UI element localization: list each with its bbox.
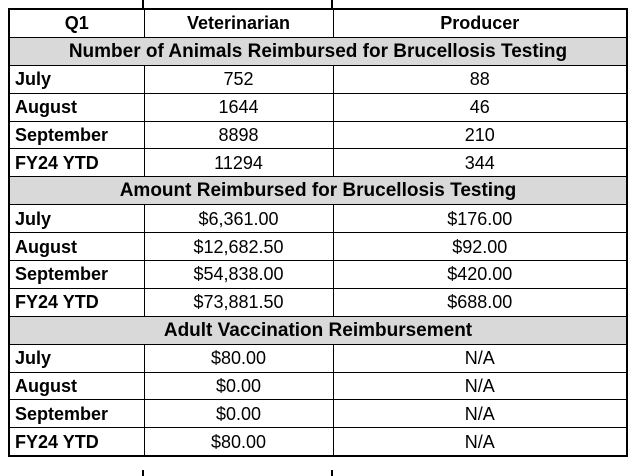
veterinarian-value: $80.00 [143,343,334,373]
column-header-q1: Q1 [8,8,145,38]
row-label: August [8,232,145,262]
table-row: September 8898 210 [8,120,628,150]
row-label: FY24 YTD [8,287,145,317]
section-title: Number of Animals Reimbursed for Brucell… [8,36,628,66]
table-row: July 752 88 [8,64,628,94]
producer-value: 344 [332,148,628,178]
column-gridline-stub [331,470,333,476]
producer-value: N/A [332,343,628,373]
row-label: July [8,204,145,234]
veterinarian-value: 11294 [143,148,334,178]
row-label: September [8,399,145,429]
table-row: FY24 YTD $73,881.50 $688.00 [8,287,628,317]
veterinarian-value: 752 [143,64,334,94]
column-header-veterinarian: Veterinarian [143,8,334,38]
column-header-producer: Producer [332,8,628,38]
table-row: August $12,682.50 $92.00 [8,232,628,262]
table-header-row: Q1 Veterinarian Producer [8,8,628,38]
row-label: September [8,120,145,150]
row-label: August [8,92,145,122]
column-gridline-stub [331,0,333,9]
section-header-vaccination: Adult Vaccination Reimbursement [8,315,628,345]
producer-value: $92.00 [332,232,628,262]
producer-value: N/A [332,399,628,429]
section-header-amount: Amount Reimbursed for Brucellosis Testin… [8,176,628,206]
producer-value: N/A [332,371,628,401]
producer-value: N/A [332,427,628,457]
column-gridline-stub [142,0,144,9]
table-row: August 1644 46 [8,92,628,122]
section-title: Adult Vaccination Reimbursement [8,315,628,345]
section-header-animals: Number of Animals Reimbursed for Brucell… [8,36,628,66]
producer-value: 46 [332,92,628,122]
row-label: July [8,343,145,373]
producer-value: $420.00 [332,260,628,289]
veterinarian-value: $0.00 [143,371,334,401]
veterinarian-value: 8898 [143,120,334,150]
section-title: Amount Reimbursed for Brucellosis Testin… [8,176,628,206]
veterinarian-value: $6,361.00 [143,204,334,234]
table-row: July $80.00 N/A [8,343,628,373]
table-row: September $0.00 N/A [8,399,628,429]
producer-value: 88 [332,64,628,94]
column-gridline-stub [142,470,144,476]
producer-value: $688.00 [332,287,628,317]
table-row: FY24 YTD $80.00 N/A [8,427,628,457]
table-row: September $54,838.00 $420.00 [8,260,628,289]
table-row: July $6,361.00 $176.00 [8,204,628,234]
table-row: August $0.00 N/A [8,371,628,401]
veterinarian-value: $80.00 [143,427,334,457]
veterinarian-value: $0.00 [143,399,334,429]
veterinarian-value: 1644 [143,92,334,122]
row-label: July [8,64,145,94]
row-label: FY24 YTD [8,427,145,457]
veterinarian-value: $54,838.00 [143,260,334,289]
table-row: FY24 YTD 11294 344 [8,148,628,178]
producer-value: 210 [332,120,628,150]
row-label: September [8,260,145,289]
reimbursement-table: Q1 Veterinarian Producer Number of Anima… [8,8,628,458]
producer-value: $176.00 [332,204,628,234]
veterinarian-value: $12,682.50 [143,232,334,262]
veterinarian-value: $73,881.50 [143,287,334,317]
row-label: FY24 YTD [8,148,145,178]
row-label: August [8,371,145,401]
